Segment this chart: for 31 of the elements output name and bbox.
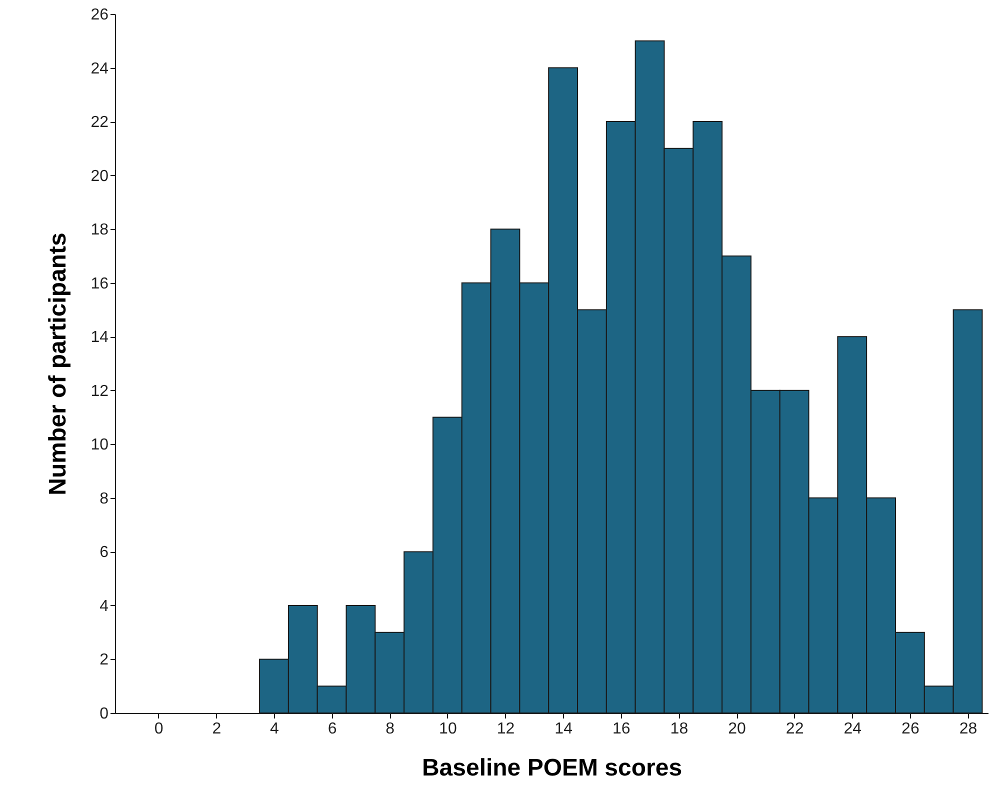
x-tick-label: 14	[554, 720, 573, 738]
x-tick-label: 18	[670, 720, 688, 738]
x-tick-label: 10	[439, 720, 457, 738]
y-tick-label: 16	[90, 275, 109, 292]
x-tick-label: 6	[328, 720, 337, 738]
x-tick-label: 4	[270, 720, 280, 738]
y-tick-label: 20	[90, 168, 109, 185]
y-tick-label: 14	[90, 329, 109, 346]
y-tick-label: 6	[100, 544, 109, 562]
x-tick-label: 16	[612, 720, 630, 738]
y-tick-label: 24	[90, 60, 109, 78]
x-tick-label: 20	[728, 720, 746, 738]
y-tick-label: 4	[100, 598, 109, 615]
y-tick-label: 2	[100, 652, 109, 669]
x-tick-label: 2	[212, 720, 222, 738]
x-tick-label: 24	[844, 720, 862, 738]
y-tick-label: 22	[90, 114, 109, 132]
x-tick-label: 8	[386, 720, 395, 738]
y-tick-label: 18	[90, 222, 109, 239]
x-tick-label: 26	[902, 720, 920, 738]
x-axis-title: Baseline POEM scores	[422, 754, 682, 782]
x-tick-label: 28	[959, 720, 978, 738]
y-axis-title: Number of participants	[44, 232, 72, 496]
y-tick-label: 10	[90, 436, 109, 454]
x-tick-label: 12	[496, 720, 515, 738]
x-tick-label: 0	[154, 720, 164, 738]
y-tick-label: 26	[90, 6, 109, 24]
y-tick-label: 12	[90, 382, 109, 400]
y-tick-label: 0	[100, 706, 109, 722]
y-tick-label: 8	[100, 490, 109, 508]
x-tick-label: 22	[786, 720, 804, 738]
